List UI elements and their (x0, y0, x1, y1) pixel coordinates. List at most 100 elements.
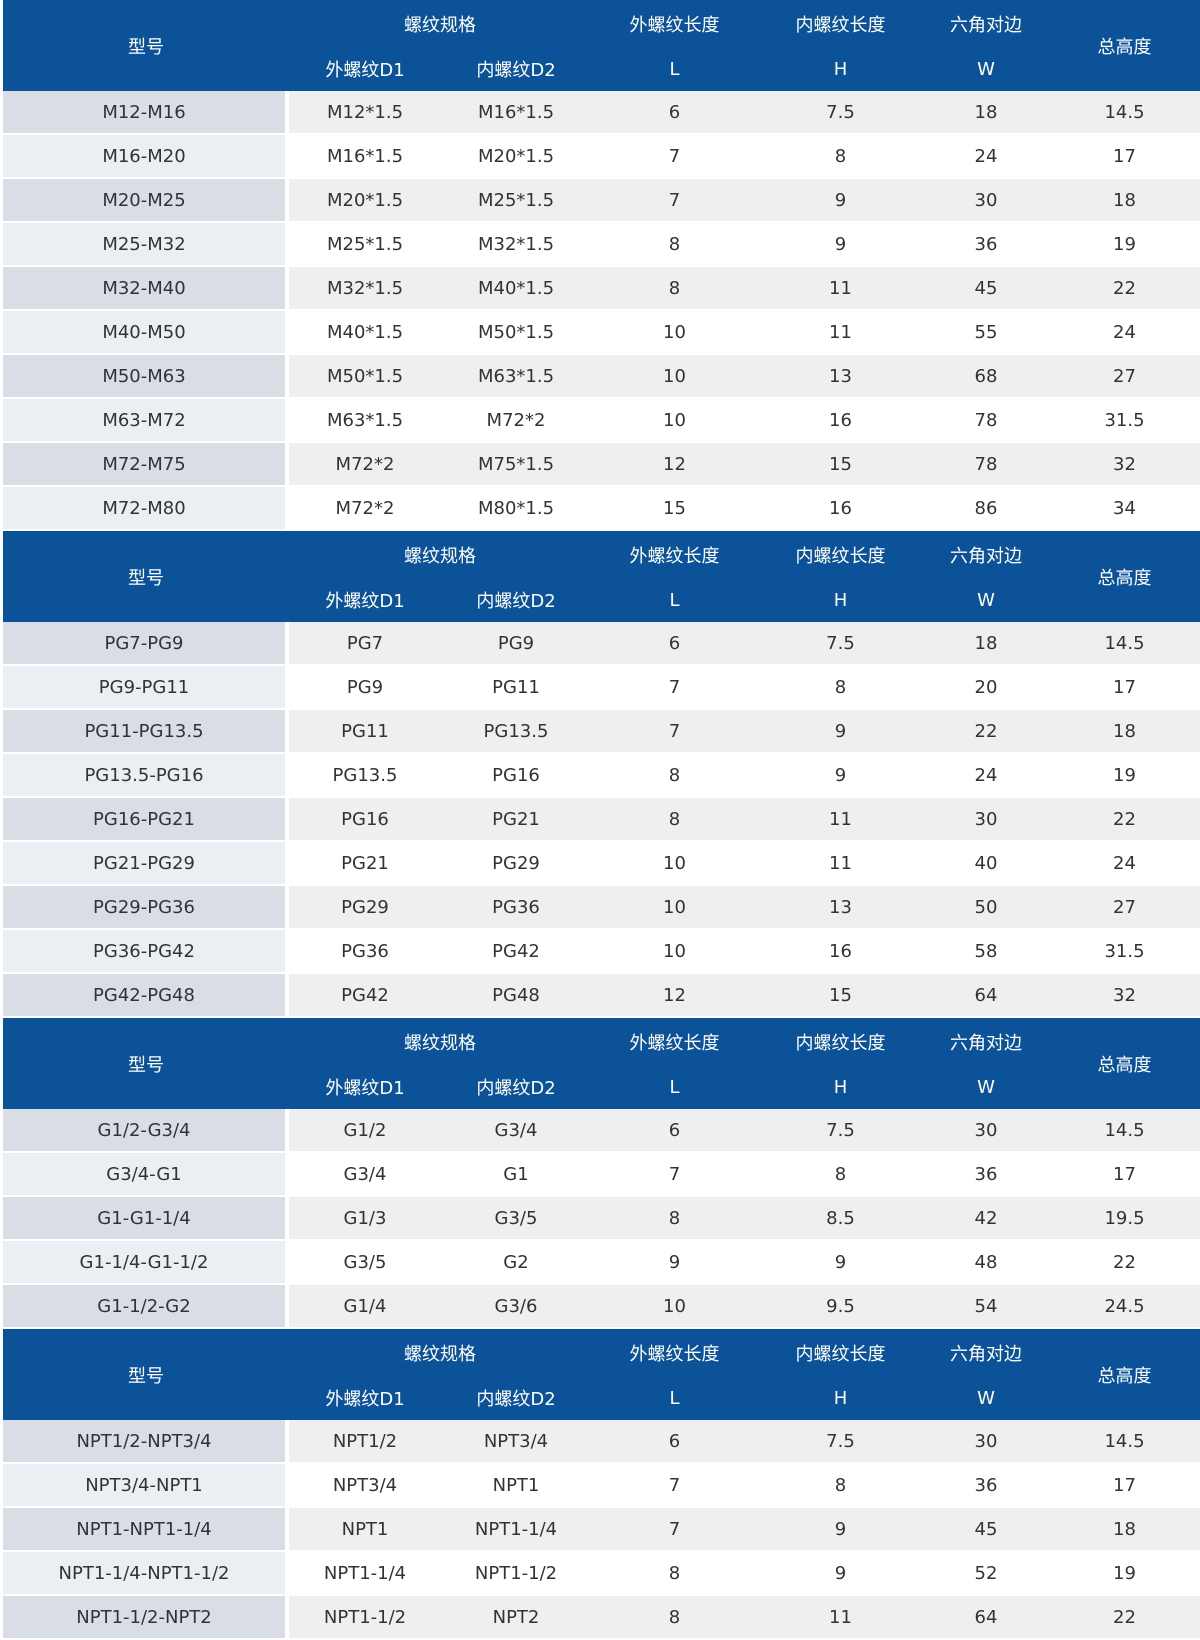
cell-w: 45 (923, 267, 1049, 311)
cell-d2: PG42 (441, 930, 591, 974)
cell-l: 12 (591, 443, 758, 487)
cell-h: 11 (758, 1596, 923, 1640)
cell-d1: M72*2 (289, 443, 441, 487)
cell-w: 48 (923, 1241, 1049, 1285)
table-row: NPT1-1/4-NPT1-1/2 NPT1-1/4 NPT1-1/2 8 9 52 19 (3, 1552, 1200, 1596)
cell-d1: PG7 (289, 622, 441, 666)
cell-h: 8 (758, 1464, 923, 1508)
header-thread-spec: 螺纹规格 (289, 1329, 591, 1376)
cell-total-height: 24 (1049, 311, 1200, 355)
cell-model: G1/2-G3/4 (3, 1109, 289, 1153)
cell-h: 16 (758, 930, 923, 974)
table-row: PG21-PG29 PG21 PG29 10 11 40 24 (3, 842, 1200, 886)
cell-total-height: 22 (1049, 798, 1200, 842)
cell-w: 58 (923, 930, 1049, 974)
cell-model: NPT1-1/4-NPT1-1/2 (3, 1552, 289, 1596)
cell-l: 6 (591, 1109, 758, 1153)
cell-d1: NPT1/2 (289, 1420, 441, 1464)
cell-model: PG9-PG11 (3, 666, 289, 710)
cell-d1: G3/4 (289, 1153, 441, 1197)
cell-d1: PG16 (289, 798, 441, 842)
cell-model: M50-M63 (3, 355, 289, 399)
table-row: NPT3/4-NPT1 NPT3/4 NPT1 7 8 36 17 (3, 1464, 1200, 1508)
cell-d2: G3/5 (441, 1197, 591, 1241)
cell-total-height: 22 (1049, 267, 1200, 311)
spec-table: 型号 螺纹规格 外螺纹长度 内螺纹长度 六角对边 总高度 外螺纹D1 内螺纹D2 L H W NPT1… (3, 1329, 1200, 1640)
cell-d2: NPT1-1/2 (441, 1552, 591, 1596)
header-thread-spec: 螺纹规格 (289, 1018, 591, 1065)
cell-total-height: 19.5 (1049, 1197, 1200, 1241)
cell-h: 13 (758, 355, 923, 399)
cell-w: 20 (923, 666, 1049, 710)
cell-w: 18 (923, 91, 1049, 135)
cell-w: 18 (923, 622, 1049, 666)
cell-d2: M16*1.5 (441, 91, 591, 135)
cell-d1: PG9 (289, 666, 441, 710)
cell-l: 10 (591, 1285, 758, 1329)
cell-l: 7 (591, 135, 758, 179)
cell-d2: G1 (441, 1153, 591, 1197)
cell-d2: M50*1.5 (441, 311, 591, 355)
cell-l: 7 (591, 1508, 758, 1552)
header-inner-length: 内螺纹长度 (758, 531, 923, 578)
header-outer-length: 外螺纹长度 (591, 531, 758, 578)
cell-h: 16 (758, 399, 923, 443)
table-row: PG13.5-PG16 PG13.5 PG16 8 9 24 19 (3, 754, 1200, 798)
cell-w: 50 (923, 886, 1049, 930)
cell-total-height: 22 (1049, 1596, 1200, 1640)
cell-w: 78 (923, 399, 1049, 443)
header-total-height: 总高度 (1049, 1329, 1200, 1420)
cell-d2: PG11 (441, 666, 591, 710)
table-header: 型号 螺纹规格 外螺纹长度 内螺纹长度 六角对边 总高度 外螺纹D1 内螺纹D2 L H W (3, 1329, 1200, 1420)
header-l: L (591, 578, 758, 622)
header-d2: 内螺纹D2 (441, 1065, 591, 1109)
cell-total-height: 32 (1049, 974, 1200, 1018)
cell-h: 13 (758, 886, 923, 930)
cell-d2: PG9 (441, 622, 591, 666)
header-d1: 外螺纹D1 (289, 1065, 441, 1109)
cell-total-height: 19 (1049, 754, 1200, 798)
cell-total-height: 27 (1049, 886, 1200, 930)
header-model: 型号 (3, 1018, 289, 1109)
cell-h: 15 (758, 974, 923, 1018)
cell-total-height: 14.5 (1049, 91, 1200, 135)
cell-d1: G3/5 (289, 1241, 441, 1285)
table-row: M20-M25 M20*1.5 M25*1.5 7 9 30 18 (3, 179, 1200, 223)
cell-d1: PG29 (289, 886, 441, 930)
cell-d2: M40*1.5 (441, 267, 591, 311)
cell-l: 7 (591, 179, 758, 223)
cell-d1: M25*1.5 (289, 223, 441, 267)
spec-table: 型号 螺纹规格 外螺纹长度 内螺纹长度 六角对边 总高度 外螺纹D1 内螺纹D2 L H W PG7-… (3, 531, 1200, 1018)
cell-total-height: 19 (1049, 1552, 1200, 1596)
cell-l: 10 (591, 355, 758, 399)
cell-l: 15 (591, 487, 758, 531)
table-row: G1-1/2-G2 G1/4 G3/6 10 9.5 54 24.5 (3, 1285, 1200, 1329)
cell-model: M32-M40 (3, 267, 289, 311)
cell-model: M25-M32 (3, 223, 289, 267)
header-inner-length: 内螺纹长度 (758, 0, 923, 47)
table-row: PG36-PG42 PG36 PG42 10 16 58 31.5 (3, 930, 1200, 974)
cell-d2: M20*1.5 (441, 135, 591, 179)
cell-model: NPT1-NPT1-1/4 (3, 1508, 289, 1552)
cell-w: 24 (923, 135, 1049, 179)
header-l: L (591, 47, 758, 91)
cell-d2: M63*1.5 (441, 355, 591, 399)
cell-d2: M25*1.5 (441, 179, 591, 223)
cell-l: 10 (591, 886, 758, 930)
table-row: PG42-PG48 PG42 PG48 12 15 64 32 (3, 974, 1200, 1018)
cell-h: 8 (758, 666, 923, 710)
table-header: 型号 螺纹规格 外螺纹长度 内螺纹长度 六角对边 总高度 外螺纹D1 内螺纹D2 L H W (3, 531, 1200, 622)
spec-table: 型号 螺纹规格 外螺纹长度 内螺纹长度 六角对边 总高度 外螺纹D1 内螺纹D2 L H W G1/2… (3, 1018, 1200, 1329)
table-row: M63-M72 M63*1.5 M72*2 10 16 78 31.5 (3, 399, 1200, 443)
cell-d2: PG21 (441, 798, 591, 842)
spec-table: 型号 螺纹规格 外螺纹长度 内螺纹长度 六角对边 总高度 外螺纹D1 内螺纹D2 L H W M12-… (3, 0, 1200, 531)
cell-w: 36 (923, 1464, 1049, 1508)
cell-h: 8.5 (758, 1197, 923, 1241)
cell-total-height: 14.5 (1049, 622, 1200, 666)
cell-d2: G3/4 (441, 1109, 591, 1153)
cell-w: 78 (923, 443, 1049, 487)
cell-l: 8 (591, 223, 758, 267)
cell-total-height: 22 (1049, 1241, 1200, 1285)
cell-h: 11 (758, 842, 923, 886)
cell-d1: NPT1-1/4 (289, 1552, 441, 1596)
